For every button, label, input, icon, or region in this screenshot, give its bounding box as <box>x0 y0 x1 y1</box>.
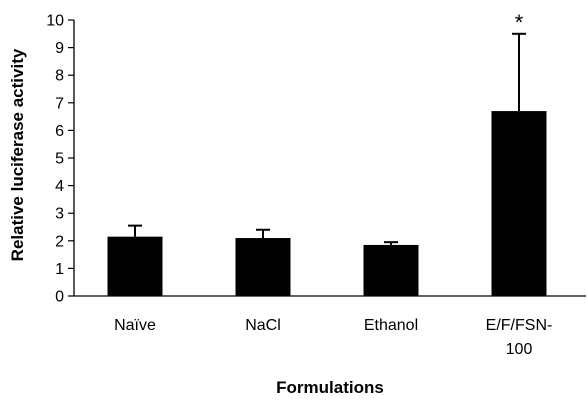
x-axis-category-labels: Naïve NaCl Ethanol E/F/FSN-100 <box>114 317 552 358</box>
y-tick-label: 6 <box>55 123 64 140</box>
bars: * <box>107 10 547 296</box>
y-tick-label: 1 <box>55 261 64 278</box>
bar <box>491 111 547 296</box>
x-category-label: Ethanol <box>364 317 418 334</box>
y-tick-label: 5 <box>55 151 64 168</box>
y-tick-label: 4 <box>55 178 64 195</box>
y-tick-label: 3 <box>55 206 64 223</box>
x-category-label: E/F/FSN-100 <box>486 317 553 358</box>
y-tick-label: 7 <box>55 95 64 112</box>
x-category-label: Naïve <box>114 317 156 334</box>
x-category-label: NaCl <box>245 317 281 334</box>
bar <box>363 244 419 296</box>
y-tick-label: 8 <box>55 68 64 85</box>
significance-marker: * <box>515 10 524 35</box>
y-tick-label: 9 <box>55 40 64 57</box>
y-tick-label: 10 <box>46 13 64 30</box>
y-tick-label: 0 <box>55 289 64 306</box>
bar <box>235 238 291 296</box>
y-tick-label: 2 <box>55 233 64 250</box>
y-axis-title: Relative luciferase activity <box>8 48 27 261</box>
y-axis-ticks: 0 1 2 3 4 5 6 7 8 9 10 <box>46 13 74 306</box>
bar <box>107 236 163 296</box>
x-axis-title: Formulations <box>276 378 384 397</box>
